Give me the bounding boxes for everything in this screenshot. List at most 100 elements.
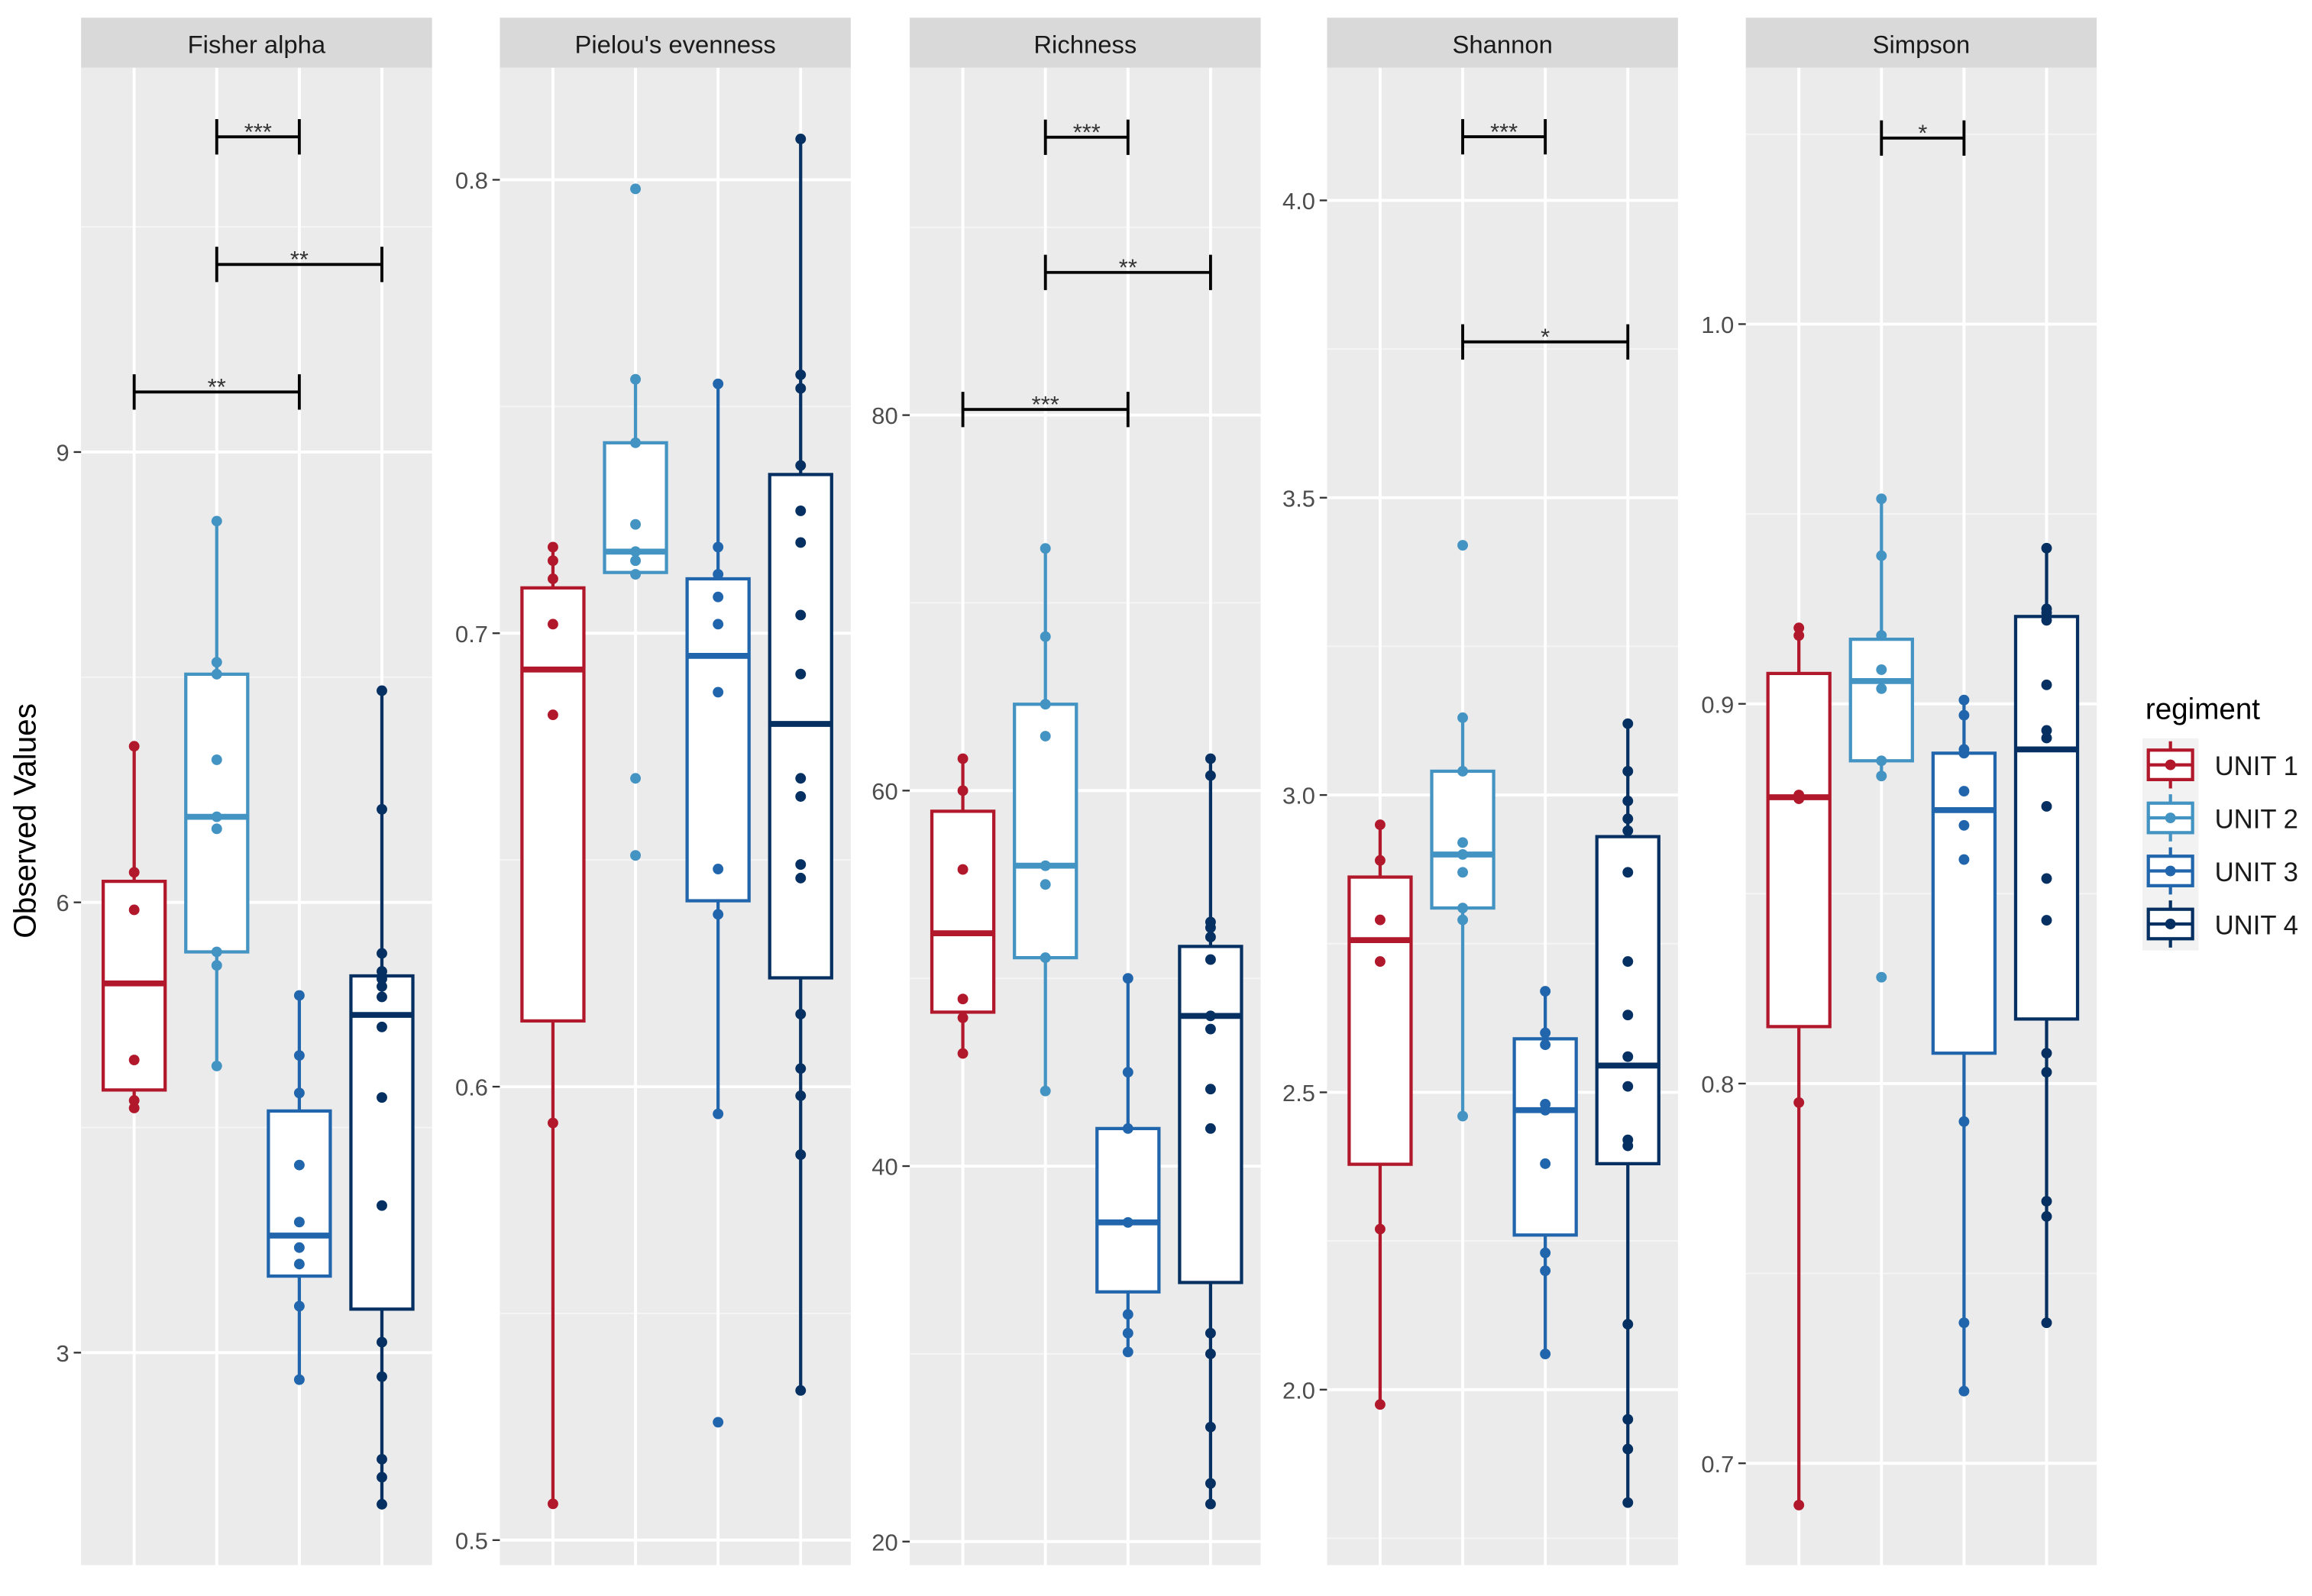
data-point: [1622, 813, 1634, 825]
data-point: [293, 990, 305, 1001]
panel-background: [1327, 67, 1678, 1565]
data-point: [377, 685, 387, 696]
data-point: [1122, 1067, 1133, 1078]
data-point: [1205, 1421, 1216, 1433]
y-tick-label: 2.0: [1282, 1377, 1315, 1404]
box-unit-2: [1430, 540, 1496, 1122]
box-iqr: [1931, 751, 1997, 1055]
data-point: [211, 811, 222, 822]
significance-bracket: *: [1880, 120, 1966, 156]
box-iqr: [520, 586, 586, 1023]
data-point: [293, 1300, 305, 1312]
data-point: [1958, 1385, 1970, 1397]
data-point: [1958, 819, 1970, 831]
y-tick-label: 3.0: [1282, 783, 1315, 809]
data-point: [1540, 1349, 1551, 1359]
data-point: [1205, 1123, 1216, 1134]
data-point: [713, 1108, 724, 1119]
data-point: [1958, 709, 1970, 721]
box-unit-3: [1931, 694, 1997, 1397]
data-point: [1622, 956, 1634, 968]
data-point: [1622, 1140, 1634, 1152]
data-point: [1540, 1158, 1551, 1169]
data-point: [1876, 971, 1887, 983]
data-point: [211, 657, 222, 668]
data-point: [795, 791, 807, 802]
data-point: [377, 1472, 387, 1483]
data-point: [1205, 1348, 1216, 1359]
data-point: [1958, 1116, 1970, 1127]
data-point: [713, 619, 724, 630]
y-tick-label: 6: [57, 890, 70, 916]
box-unit-3: [267, 990, 332, 1385]
y-tick-label: 0.5: [455, 1527, 488, 1554]
data-point: [211, 1060, 222, 1071]
data-point: [1793, 622, 1805, 634]
data-point: [957, 785, 968, 796]
data-point: [795, 1149, 807, 1161]
data-point: [1205, 932, 1216, 943]
data-point: [630, 555, 641, 567]
legend-key-point: [2165, 919, 2176, 929]
data-point: [2041, 1211, 2052, 1222]
legend: regiment UNIT 1 UNIT 2 UNIT 3 UNIT 4: [2142, 693, 2298, 951]
data-point: [1622, 1443, 1634, 1455]
data-point: [1374, 956, 1386, 968]
panel-pielou-s-evenness: Pielou's evenness 0.5 0.6 0.7 0.8: [455, 18, 851, 1565]
significance-label: ***: [1490, 118, 1518, 145]
data-point: [713, 1417, 724, 1428]
data-point: [630, 850, 641, 861]
data-point: [1457, 914, 1468, 926]
data-point: [2041, 915, 2052, 926]
data-point: [1374, 1223, 1386, 1235]
data-point: [1205, 1084, 1216, 1095]
data-point: [377, 1371, 387, 1382]
data-point: [1205, 1498, 1216, 1510]
data-point: [795, 859, 807, 871]
data-point: [630, 519, 641, 530]
data-point: [128, 904, 140, 916]
data-point: [1876, 683, 1887, 694]
data-point: [293, 1258, 305, 1270]
data-point: [795, 460, 807, 471]
data-point: [2041, 1067, 2052, 1077]
data-point: [377, 1092, 387, 1103]
y-tick-label: 0.6: [455, 1074, 488, 1101]
y-axis-label: Observed Values: [7, 703, 42, 939]
data-point: [2041, 800, 2052, 812]
data-point: [713, 378, 724, 389]
significance-label: ***: [1073, 119, 1101, 146]
data-point: [957, 864, 968, 875]
facet-title: Richness: [1033, 30, 1137, 58]
data-point: [1122, 1309, 1133, 1320]
box-unit-1: [520, 541, 586, 1510]
significance-bracket: **: [132, 373, 301, 410]
facet-strip: [1327, 18, 1678, 68]
data-point: [795, 1384, 807, 1396]
data-point: [1958, 694, 1970, 706]
data-point: [1457, 1110, 1468, 1122]
data-point: [547, 1498, 558, 1510]
data-point: [713, 591, 724, 603]
y-tick-label: 80: [871, 402, 897, 429]
legend-item-unit-2: UNIT 2: [2146, 794, 2298, 842]
data-point: [795, 872, 807, 884]
panel-background: [81, 67, 432, 1565]
data-point: [293, 1159, 305, 1171]
data-point: [1205, 1023, 1216, 1035]
legend-item-unit-4: UNIT 4: [2146, 900, 2298, 948]
data-point: [547, 619, 558, 630]
box-unit-3: [685, 378, 751, 1428]
legend-label: UNIT 4: [2215, 912, 2298, 941]
box-unit-2: [1848, 493, 1914, 983]
y-tick-label: 0.7: [1701, 1451, 1734, 1478]
data-point: [293, 1087, 305, 1099]
data-point: [1540, 1247, 1551, 1258]
significance-bracket: *: [1461, 324, 1630, 360]
significance-label: **: [1119, 254, 1137, 281]
facet-strip: [500, 18, 851, 68]
significance-bracket: **: [1043, 254, 1212, 290]
data-point: [1374, 914, 1386, 926]
